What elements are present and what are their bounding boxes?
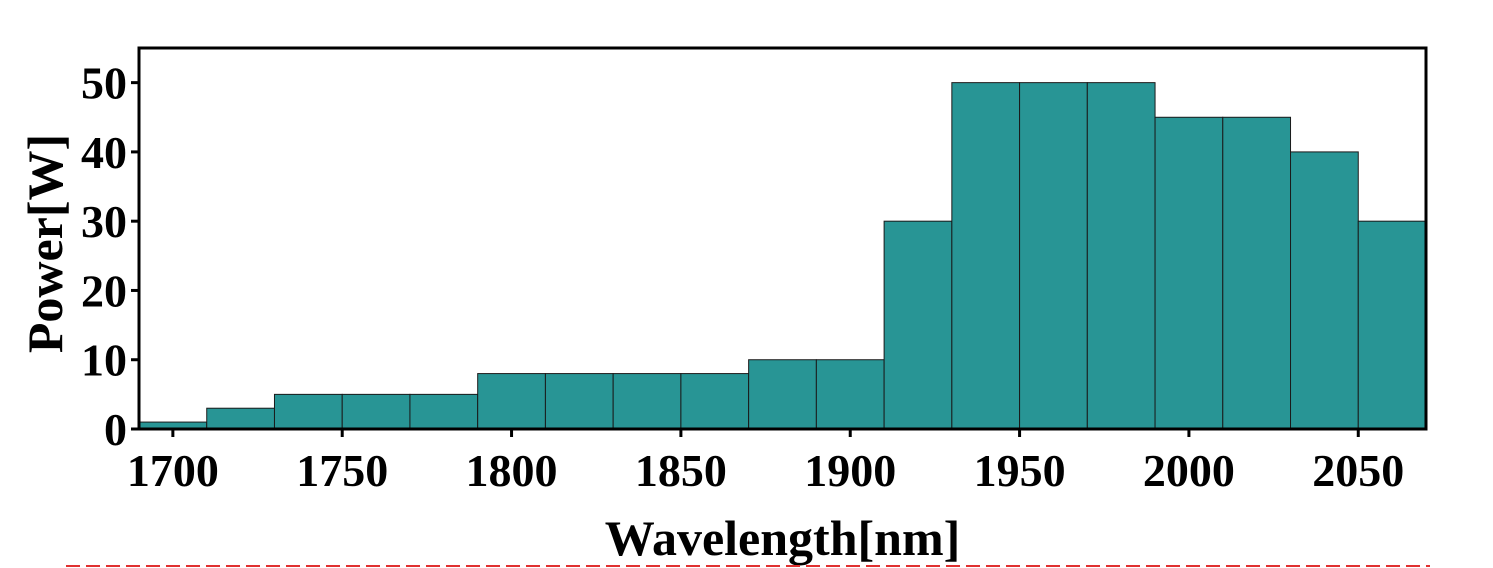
bar bbox=[1357, 220, 1427, 430]
bar bbox=[1154, 116, 1224, 430]
bar bbox=[1019, 82, 1088, 430]
bars-group bbox=[138, 82, 1427, 430]
x-tick-label: 1700 bbox=[127, 445, 219, 496]
bar bbox=[544, 373, 614, 430]
plot-frame bbox=[137, 46, 1428, 431]
bar bbox=[1222, 116, 1292, 430]
x-tick-label: 1750 bbox=[296, 445, 388, 496]
bar bbox=[748, 359, 817, 430]
bar bbox=[477, 373, 546, 430]
y-axis-ticks: 0 10 20 30 40 50 bbox=[81, 58, 139, 455]
y-tick-label: 20 bbox=[81, 265, 127, 316]
bar bbox=[409, 393, 479, 430]
y-tick-label: 10 bbox=[81, 335, 127, 386]
y-tick-label: 0 bbox=[104, 404, 127, 455]
x-axis-ticks: 1700 1750 1800 1850 1900 1950 2000 2050 bbox=[127, 429, 1404, 496]
y-tick-label: 40 bbox=[81, 127, 127, 178]
y-axis-title: Power[W] bbox=[17, 134, 73, 353]
bar bbox=[951, 82, 1021, 430]
bar bbox=[341, 393, 411, 430]
x-tick-label: 1950 bbox=[974, 445, 1066, 496]
bar bbox=[612, 373, 682, 430]
x-tick-label: 2000 bbox=[1143, 445, 1235, 496]
y-tick-label: 50 bbox=[81, 58, 127, 109]
bar bbox=[273, 393, 343, 430]
bar bbox=[883, 220, 953, 430]
x-tick-label: 1900 bbox=[804, 445, 896, 496]
bar bbox=[1290, 151, 1359, 430]
x-axis-title: Wavelength[nm] bbox=[605, 510, 961, 566]
x-tick-label: 1850 bbox=[635, 445, 727, 496]
bar bbox=[680, 373, 750, 430]
x-tick-label: 2050 bbox=[1312, 445, 1404, 496]
bar bbox=[206, 407, 275, 430]
bar bbox=[1086, 82, 1156, 430]
x-tick-label: 1800 bbox=[466, 445, 558, 496]
y-tick-label: 30 bbox=[81, 196, 127, 247]
bar bbox=[815, 359, 885, 430]
